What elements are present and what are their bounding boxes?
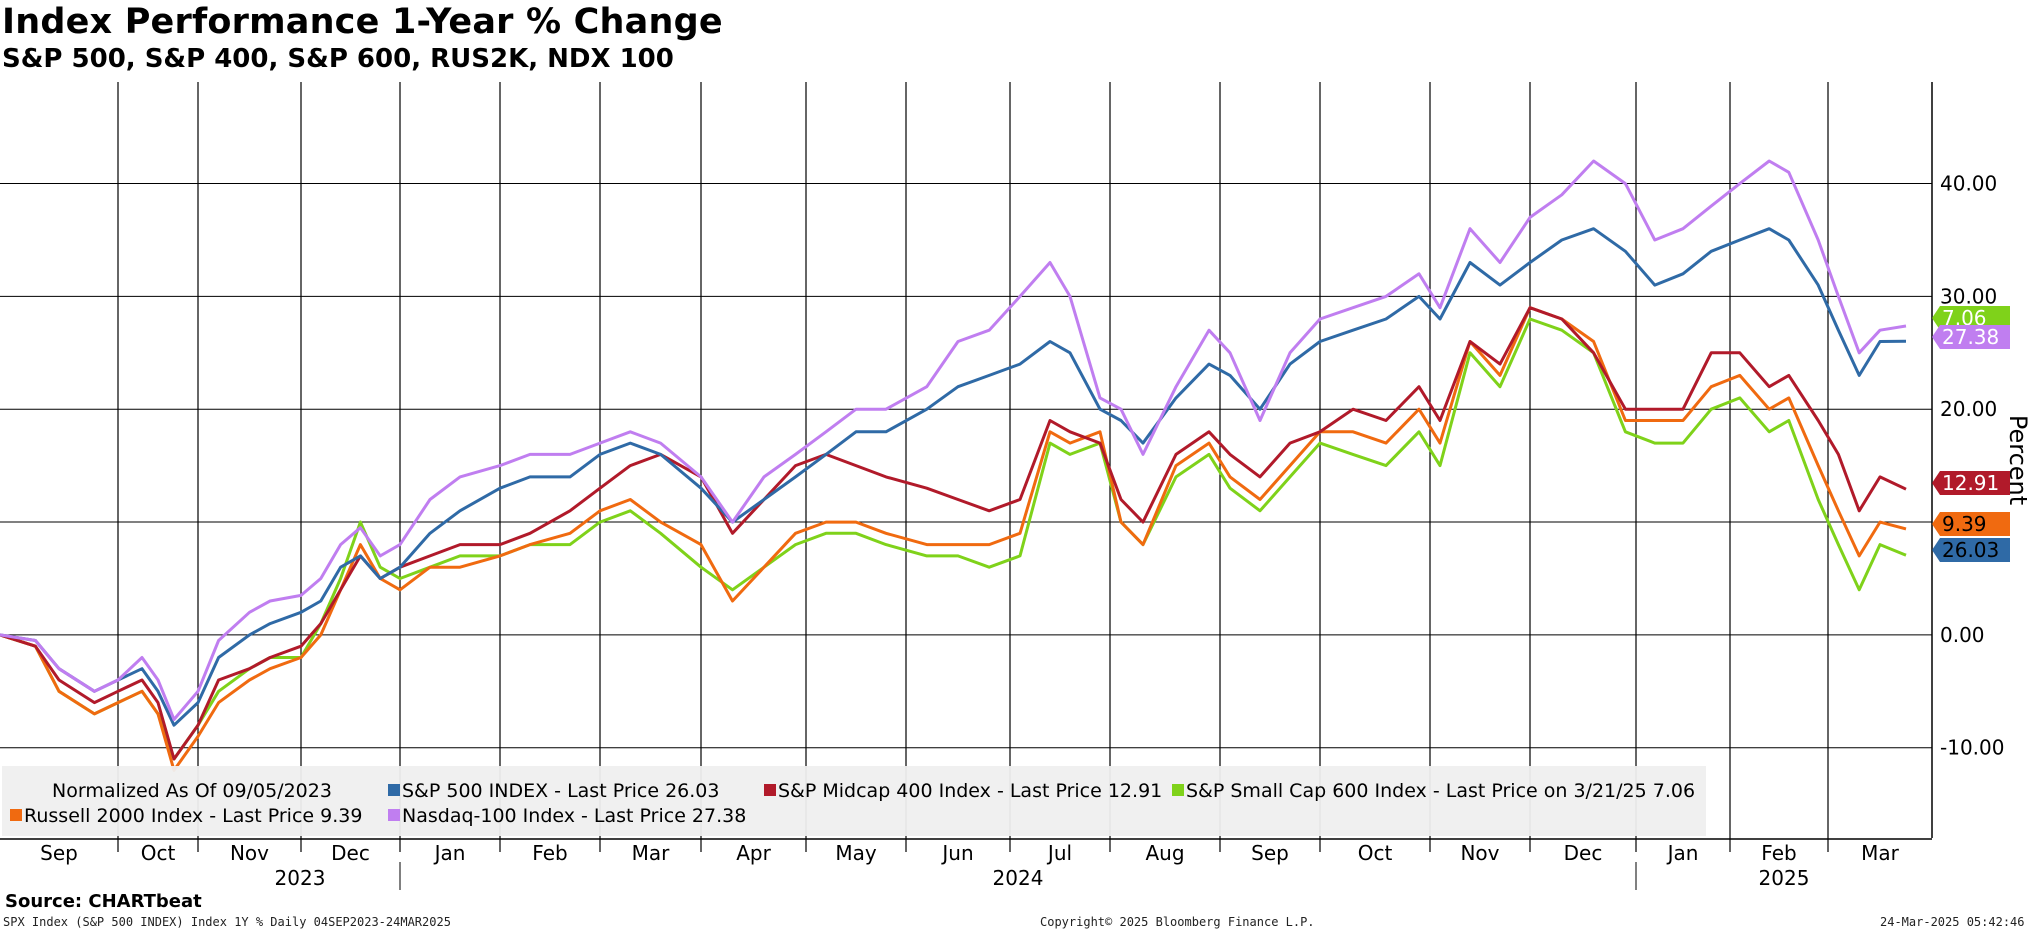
series-layer [0, 159, 1907, 772]
x-month-label: Jul [1046, 841, 1072, 865]
source-note: Source: CHARTbeat [5, 891, 202, 912]
series-line [0, 317, 1907, 761]
y-tick-label: 0.00 [1940, 623, 1985, 647]
x-month-label: Dec [1564, 841, 1603, 865]
timestamp: 24-Mar-2025 05:42:46 [1880, 915, 2025, 929]
legend-entry: Nasdaq-100 Index - Last Price 27.38 [402, 805, 746, 827]
legend-box [2, 766, 1706, 836]
x-month-label: Oct [141, 841, 176, 865]
x-month-label: Nov [230, 841, 269, 865]
copyright: Copyright© 2025 Bloomberg Finance L.P. [1040, 915, 1315, 929]
last-value-tag [1932, 306, 2010, 330]
series-line [0, 159, 1907, 721]
legend-swatch [764, 784, 776, 796]
legend-swatch [388, 784, 400, 796]
chart-title: Index Performance 1-Year % Change [2, 2, 723, 42]
x-month-label: Jan [1666, 841, 1699, 865]
x-month-label: Mar [1861, 841, 1900, 865]
last-value-text: 26.03 [1942, 538, 1999, 562]
legend-swatch [10, 809, 22, 821]
last-value-tag [1932, 512, 2010, 536]
legend-entry: S&P Midcap 400 Index - Last Price 12.91 [778, 780, 1162, 802]
last-value-text: 27.38 [1942, 325, 1999, 349]
x-month-label: May [835, 841, 877, 865]
x-month-label: Feb [1761, 841, 1796, 865]
x-axis: Sep Oct Nov Dec Jan Feb Mar Apr May Jun Jul Aug Sep O… [40, 841, 1900, 890]
x-month-label: Oct [1358, 841, 1393, 865]
y-tick-label: 30.00 [1940, 284, 1997, 308]
x-month-label: Feb [532, 841, 567, 865]
series-line [0, 306, 1907, 761]
y-tick-label: -10.00 [1940, 736, 2004, 760]
series-line [0, 306, 1907, 772]
legend-swatch [1172, 784, 1184, 796]
legend: Normalized As Of 09/05/2023 S&P 500 INDEX… [2, 766, 1706, 836]
x-month-label: Nov [1460, 841, 1499, 865]
x-month-label: Apr [736, 841, 771, 865]
legend-swatch [388, 809, 400, 821]
series-line [0, 227, 1907, 727]
y-tick-label: 20.00 [1940, 397, 1997, 421]
y-tick-label: 40.00 [1940, 172, 1997, 196]
legend-normalized-label: Normalized As Of 09/05/2023 [52, 780, 332, 802]
x-month-label: Sep [1251, 841, 1289, 865]
last-value-text: 9.39 [1942, 512, 1987, 536]
legend-entry: S&P 500 INDEX - Last Price 26.03 [402, 780, 719, 802]
grid-lines [0, 82, 1933, 852]
x-year-label: 2023 [275, 866, 326, 890]
x-year-label: 2024 [993, 866, 1044, 890]
x-year-label: 2025 [1759, 866, 1810, 890]
last-value-text: 12.91 [1942, 471, 1999, 495]
x-month-label: Jan [433, 841, 466, 865]
ticker-info: SPX Index (S&P 500 INDEX) Index 1Y % Dai… [3, 915, 451, 929]
x-month-label: Jun [940, 841, 973, 865]
x-month-label: Dec [331, 841, 370, 865]
legend-entry: Russell 2000 Index - Last Price 9.39 [24, 805, 362, 827]
x-month-label: Aug [1145, 841, 1184, 865]
x-month-label: Sep [40, 841, 78, 865]
legend-entry: S&P Small Cap 600 Index - Last Price on … [1186, 780, 1695, 802]
chart-subtitle: S&P 500, S&P 400, S&P 600, RUS2K, NDX 10… [2, 44, 674, 74]
last-value-tag [1932, 471, 2010, 495]
last-value-tag [1932, 538, 2010, 562]
x-month-label: Mar [632, 841, 671, 865]
last-value-tag [1932, 325, 2010, 349]
